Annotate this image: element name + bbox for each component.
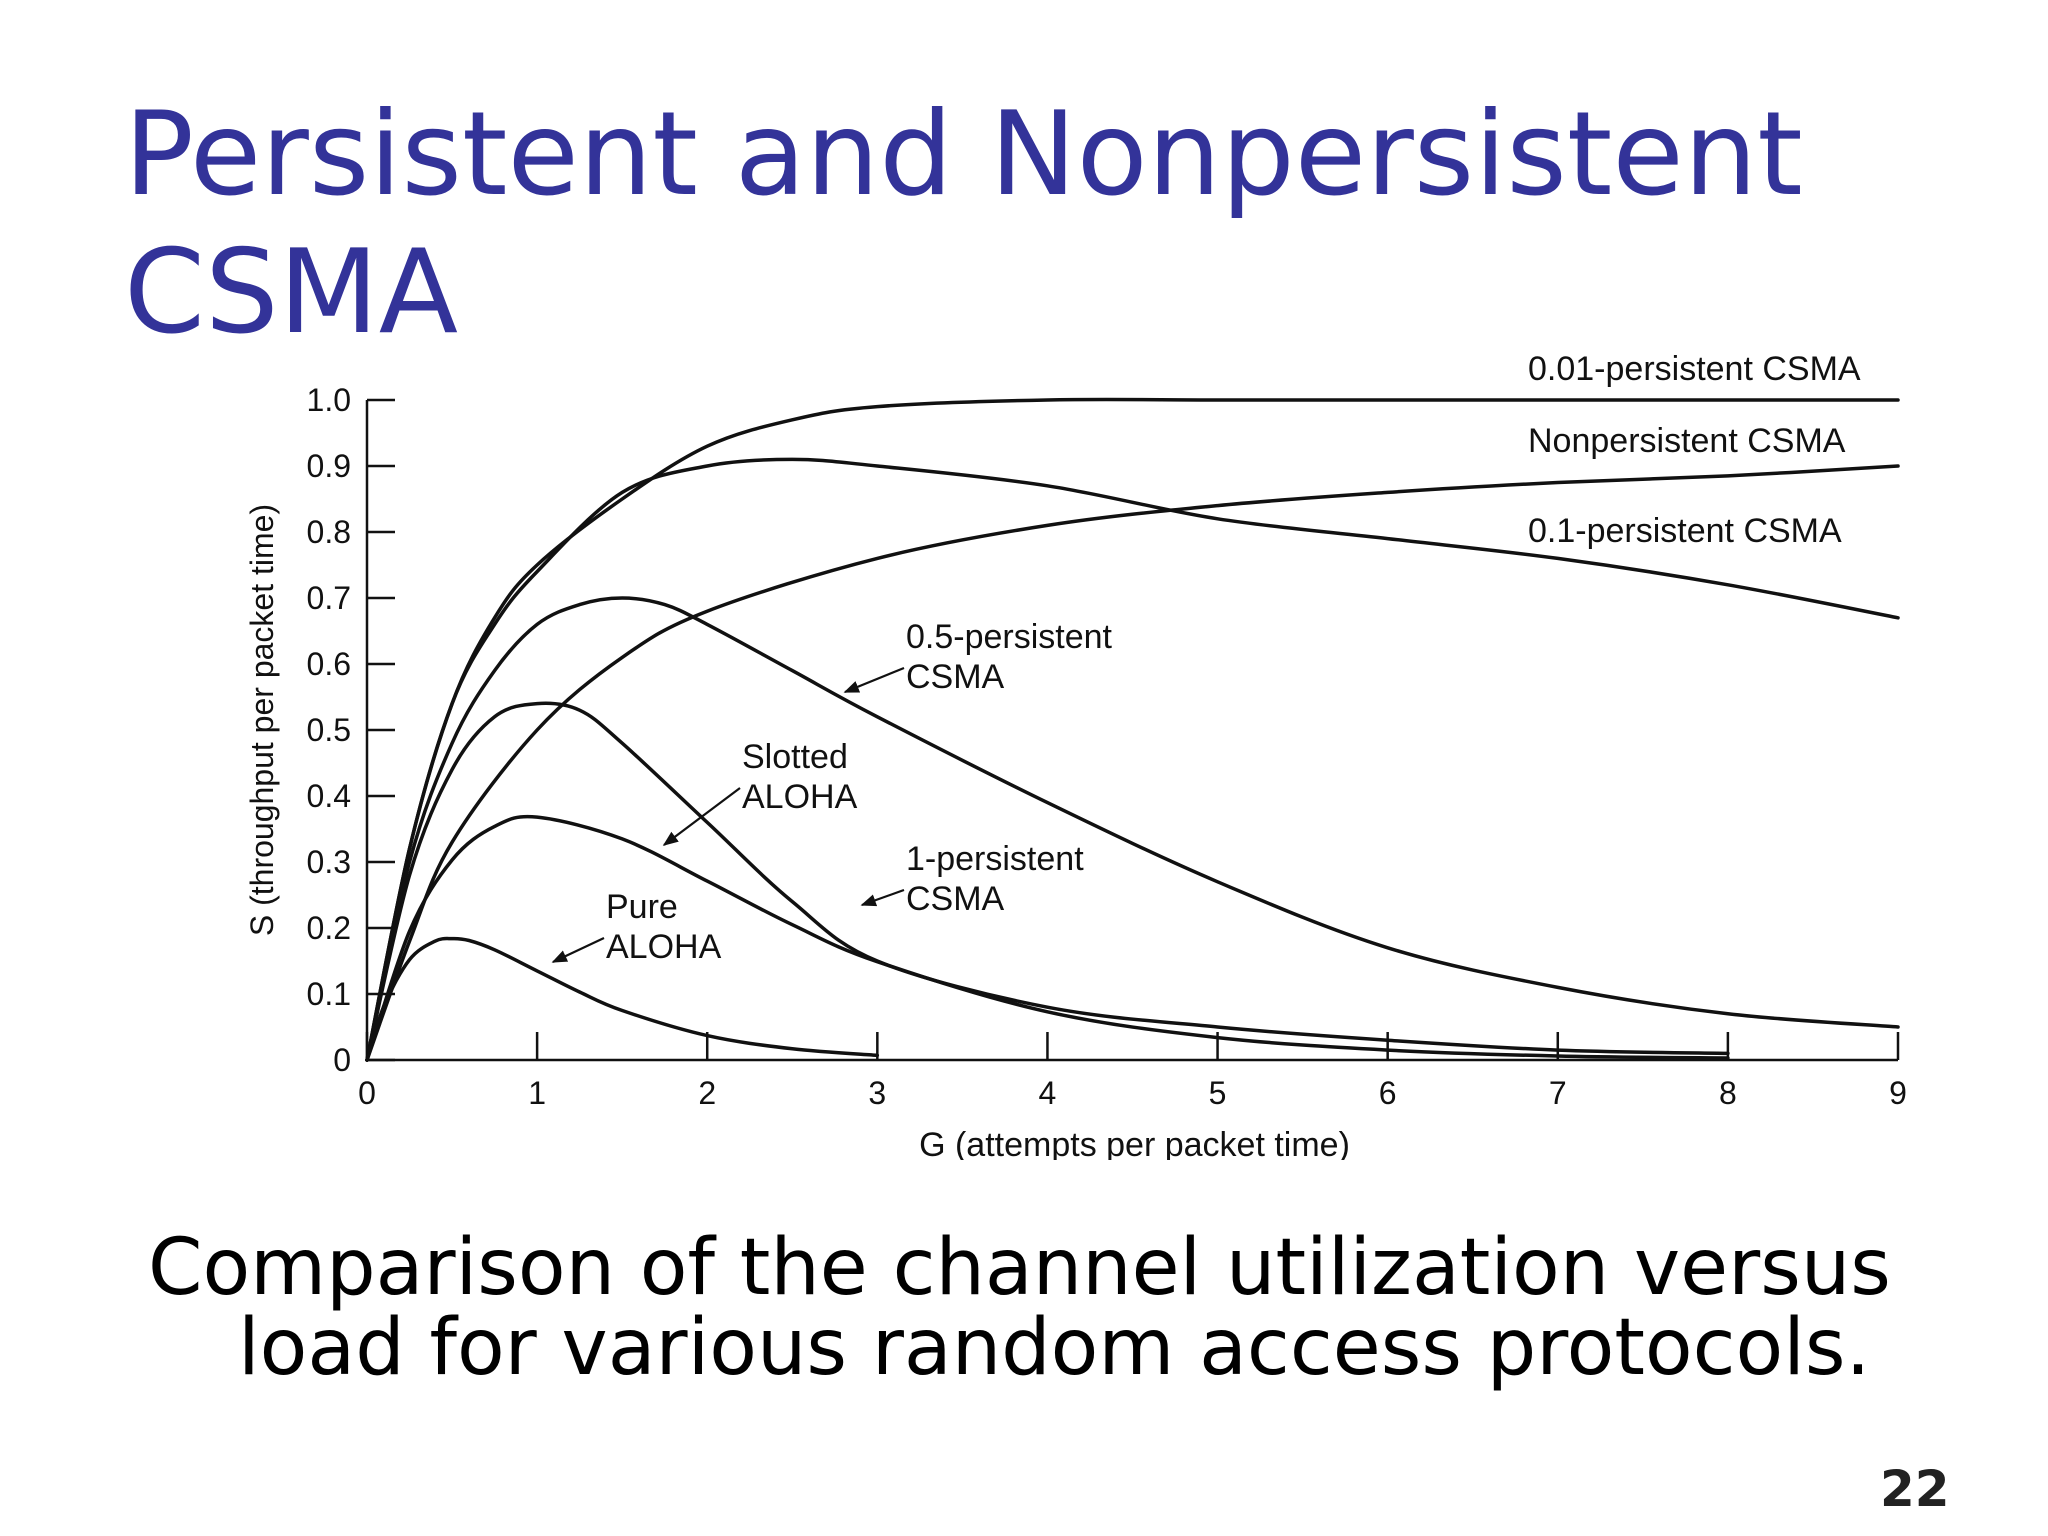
x-axis-label: G (attempts per packet time) bbox=[919, 1126, 1350, 1160]
annotation-text: CSMA bbox=[906, 658, 1005, 696]
annotation-text: ALOHA bbox=[742, 778, 858, 816]
annotation-text: 0.1-persistent CSMA bbox=[1528, 512, 1842, 550]
caption-line-1: Comparison of the channel utilization ve… bbox=[148, 1223, 1891, 1313]
annotation-p01: 0.1-persistent CSMA bbox=[1528, 512, 1842, 550]
x-tick-label: 9 bbox=[1889, 1075, 1907, 1111]
slide-caption: Comparison of the channel utilization ve… bbox=[148, 1228, 1948, 1388]
curve-pure-aloha bbox=[365, 936, 880, 1062]
y-tick-label: 0.3 bbox=[307, 844, 351, 880]
x-tick-label: 8 bbox=[1719, 1075, 1737, 1111]
y-tick-label: 0.7 bbox=[307, 580, 351, 616]
annotation-arrow bbox=[860, 888, 905, 907]
slide-title: Persistent and Nonpersistent CSMA bbox=[124, 86, 2004, 362]
y-axis-label: S (throughput per packet time) bbox=[244, 504, 280, 936]
throughput-chart: 0 1 2 3 4 5 6 7 8 9 0 0.1 0.2 0.3 0.4 0.5 0.6 0.7 0.8 0.9 1.… bbox=[244, 350, 1907, 1160]
annotation-arrow bbox=[843, 666, 905, 694]
annotation-nonp: Nonpersistent CSMA bbox=[1528, 422, 1846, 460]
x-tick-label: 4 bbox=[1039, 1075, 1057, 1111]
annotation-arrow bbox=[662, 787, 741, 846]
curve-1-persistent-csma bbox=[365, 701, 1730, 1062]
x-tick-label: 7 bbox=[1549, 1075, 1567, 1111]
y-tick-label: 0.5 bbox=[307, 712, 351, 748]
y-tick-label: 0.2 bbox=[307, 910, 351, 946]
curve-0-01-persistent-csma bbox=[365, 397, 1900, 1062]
annotation-arrow bbox=[551, 937, 605, 963]
curve-nonpersistent-csma bbox=[365, 464, 1900, 1062]
curve-0-5-persistent-csma bbox=[365, 596, 1900, 1062]
annotation-text: ALOHA bbox=[606, 928, 722, 966]
y-tick-label: 0 bbox=[333, 1042, 351, 1078]
caption-line-2: load for various random access protocols… bbox=[238, 1303, 1871, 1393]
x-tick-label: 5 bbox=[1209, 1075, 1227, 1111]
annotation-text: Nonpersistent CSMA bbox=[1528, 422, 1846, 460]
page-number: 22 bbox=[1880, 1460, 1950, 1518]
curve-0-1-persistent-csma bbox=[365, 457, 1900, 1062]
y-tick-label: 0.9 bbox=[307, 448, 351, 484]
x-tick-label: 6 bbox=[1379, 1075, 1397, 1111]
y-tick-label: 0.1 bbox=[307, 976, 351, 1012]
annotation-text: 1-persistent bbox=[906, 840, 1084, 878]
y-tick-label: 0.8 bbox=[307, 514, 351, 550]
annotation-text: 0.01-persistent CSMA bbox=[1528, 350, 1861, 388]
title-line-2: CSMA bbox=[124, 225, 459, 360]
annotation-text: CSMA bbox=[906, 880, 1005, 918]
title-line-1: Persistent and Nonpersistent bbox=[124, 87, 1803, 222]
x-tick-label: 3 bbox=[868, 1075, 886, 1111]
y-tick-label: 0.4 bbox=[307, 778, 351, 814]
annotation-text: Pure bbox=[606, 888, 678, 926]
x-tick-label: 2 bbox=[698, 1075, 716, 1111]
x-tick-label: 1 bbox=[528, 1075, 546, 1111]
curve-slotted-aloha bbox=[365, 814, 1730, 1062]
annotation-p001: 0.01-persistent CSMA bbox=[1528, 350, 1861, 388]
x-tick-label: 0 bbox=[358, 1075, 376, 1111]
annotation-text: 0.5-persistent bbox=[906, 618, 1113, 656]
y-tick-label: 1.0 bbox=[307, 382, 351, 418]
y-tick-label: 0.6 bbox=[307, 646, 351, 682]
annotation-text: Slotted bbox=[742, 738, 848, 776]
